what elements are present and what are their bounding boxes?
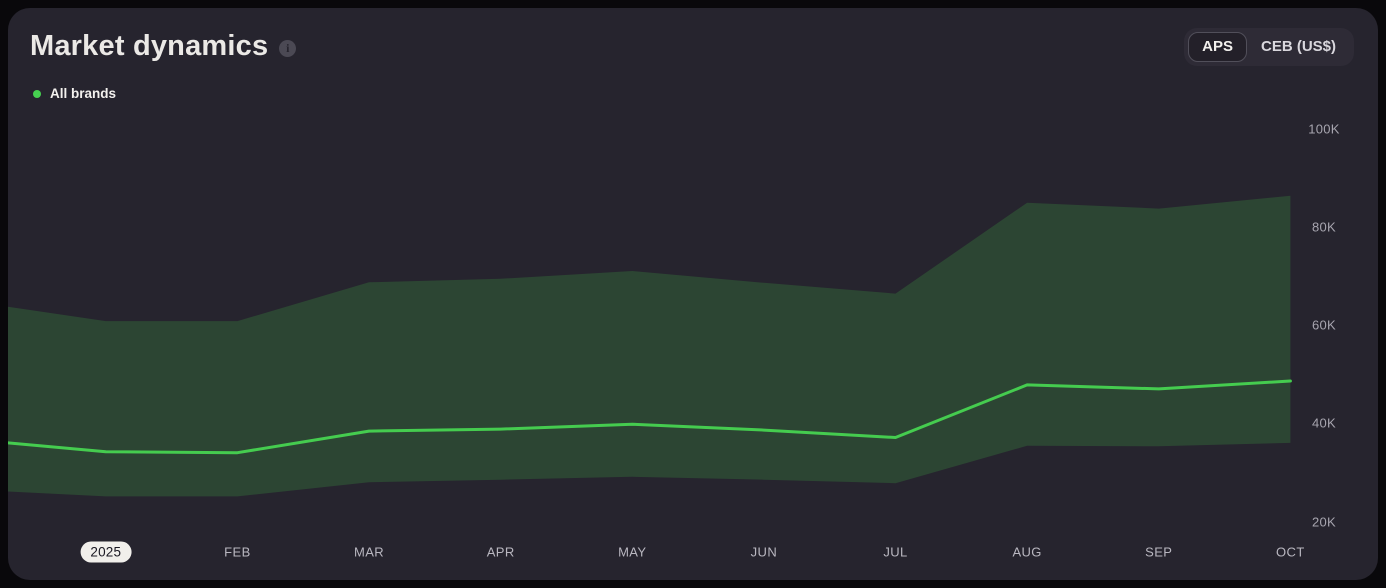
x-axis-label-may: MAY bbox=[618, 544, 647, 560]
y-axis-label-80k: 80K bbox=[1311, 219, 1337, 235]
legend-dot-icon bbox=[33, 89, 41, 98]
x-axis-label-sep: SEP bbox=[1145, 544, 1173, 560]
x-axis-label-oct: OCT bbox=[1276, 544, 1305, 560]
all-brands-line bbox=[8, 379, 1292, 455]
x-axis-label-mar: MAR bbox=[353, 544, 385, 560]
x-axis-label-jun: JUN bbox=[750, 544, 778, 560]
chart-legend: All brands bbox=[33, 86, 116, 101]
y-axis-label-60k: 60K bbox=[1311, 317, 1337, 333]
x-axis-label-apr: APR bbox=[486, 544, 515, 560]
y-axis-label-20k: 20K bbox=[1311, 514, 1337, 529]
info-icon[interactable]: i bbox=[279, 39, 297, 57]
legend-item-all-brands[interactable]: All brands bbox=[33, 86, 116, 101]
confidence-band-area bbox=[8, 195, 1291, 497]
x-axis-label-2025: 2025 bbox=[80, 541, 132, 563]
toggle-option-ceb-us[interactable]: CEB (US$) bbox=[1260, 38, 1336, 55]
x-axis-label-jul: JUL bbox=[883, 544, 908, 560]
y-axis-label-100k: 100K bbox=[1308, 121, 1340, 136]
x-axis-label-aug: AUG bbox=[1012, 544, 1042, 560]
market-dynamics-card: Market dynamics i APS CEB (US$) All brand… bbox=[8, 8, 1378, 580]
y-axis-label-40k: 40K bbox=[1311, 415, 1337, 431]
market-dynamics-chart[interactable] bbox=[8, 8, 1378, 580]
x-axis-label-feb: FEB bbox=[224, 544, 251, 560]
page-title: Market dynamics bbox=[30, 30, 269, 62]
card-header: Market dynamics i bbox=[30, 30, 297, 63]
legend-label: All brands bbox=[50, 86, 117, 101]
toggle-option-aps[interactable]: APS bbox=[1188, 32, 1247, 62]
unit-toggle[interactable]: APS CEB (US$) bbox=[1184, 28, 1354, 66]
